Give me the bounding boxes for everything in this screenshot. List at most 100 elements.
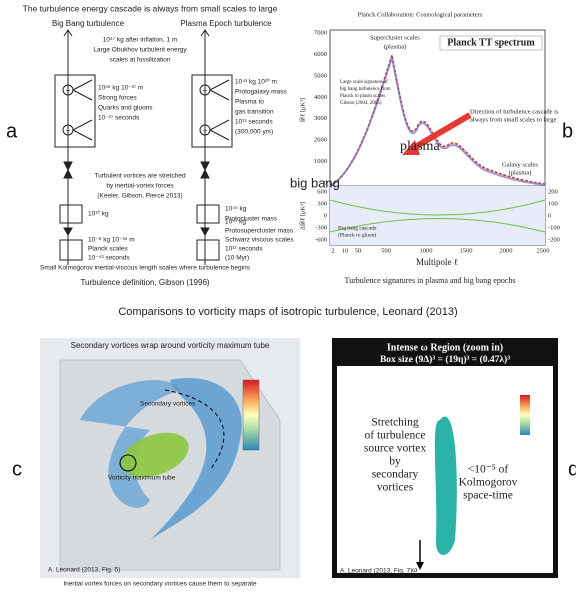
panel-title: Intense ω Region (zoom in)	[387, 342, 503, 353]
text-line: Plasma to	[235, 99, 264, 106]
text-line: (300,000 yrs)	[235, 129, 273, 136]
text-line: (Keeler, Gibson, Pierce 2013)	[97, 193, 182, 200]
symbol: −	[203, 126, 208, 135]
colorbar	[242, 379, 260, 451]
text-line: Kolmogorov	[459, 477, 518, 489]
text-line: 10⁴⁷ kg	[225, 219, 246, 226]
panel-d: Intense ω Region (zoom in) Box size (9Δ)…	[332, 338, 558, 578]
column-header: Plasma Epoch turbulence	[180, 19, 272, 28]
x-tick-label: 1000	[420, 247, 433, 254]
y-axis-label: Δ𝒟ℓ [μK²]	[299, 202, 306, 231]
text-line: 10¹³ seconds	[235, 119, 273, 126]
text-line: 10⁻⁸ kg 10⁻³⁵ m	[88, 237, 135, 244]
text-line: always from small scales to large	[470, 116, 556, 123]
arrow-head	[402, 140, 420, 155]
text-line: 10⁻⁴³ seconds	[88, 255, 130, 262]
arrow	[408, 112, 472, 153]
text-line: Planck to plasm scales	[340, 94, 385, 99]
x-tick-label: 500	[381, 247, 391, 254]
y-tick-label: 0	[324, 179, 327, 186]
credit: A. Leonard (2013, Fig. 7)	[340, 568, 412, 575]
panel-header: Planck Collaboration: Cosmological param…	[358, 11, 483, 18]
text-line: Direction of turbulence cascade is	[470, 108, 559, 115]
annotation: Vorticity maximum tube	[108, 475, 176, 482]
text-line: Protogalaxy mass	[235, 89, 287, 96]
y-tick-label: 4000	[314, 94, 327, 101]
spectrum-title: Planck TT spectrum	[447, 37, 535, 48]
y-tick-label: 0	[548, 212, 551, 219]
annotation: big bang	[290, 175, 340, 190]
x-tick-label: 1500	[460, 247, 473, 254]
y-tick-label: -600	[315, 236, 327, 243]
arrow	[164, 389, 225, 471]
text-line: Large scale signature of	[340, 80, 388, 85]
y-tick-label: 600	[317, 188, 327, 195]
residual-area	[330, 186, 545, 245]
text-line: Protosupercluster mass	[225, 228, 294, 235]
text-line: secondary	[372, 469, 419, 481]
x-tick-label: 10	[342, 247, 349, 254]
text-line: 10⁻²⁷ seconds	[98, 115, 140, 122]
text-line: by inertial-vortex forces	[106, 183, 174, 190]
title-box	[439, 35, 543, 51]
panel-a: The turbulence energy cascade is always …	[23, 3, 295, 287]
y-tick-label: 3000	[314, 115, 327, 122]
y-tick-label: 6000	[314, 51, 327, 58]
symbol: +	[66, 86, 71, 95]
y-tick-label: 0	[324, 212, 327, 219]
text-line: Schwarz viscous scales	[225, 237, 294, 244]
footer: Small Kolmogorov inertial-viscous length…	[40, 265, 251, 272]
caption: Turbulence signatures in plasma and big …	[344, 276, 515, 285]
text-line: Large Obukhov turbulent energy	[93, 47, 187, 54]
y-tick-label: 300	[317, 200, 327, 207]
text-line: Galaxy scales	[502, 161, 538, 168]
symbol: ω	[412, 565, 417, 574]
symbol: −	[66, 126, 71, 135]
text-group: 10⁶⁷ kg after inflation, 1 m Large Obukho…	[40, 37, 294, 287]
panel-label: b	[562, 120, 573, 142]
y-tick-label: -200	[548, 236, 560, 243]
text-line: space-time	[463, 490, 513, 502]
vortex-tube	[434, 416, 457, 555]
y-tick-label: 200	[548, 188, 558, 195]
x-axis-label: Multipole ℓ	[416, 257, 458, 267]
text-line: by	[389, 456, 401, 468]
spectrum-curve	[329, 52, 546, 187]
text-line: Planck scales	[88, 246, 128, 253]
panel-label: a	[6, 120, 18, 142]
colorbar	[520, 395, 530, 435]
y-tick-label: 2000	[314, 137, 327, 144]
text-line: 10¹² seconds	[225, 246, 263, 253]
panel-title: The turbulence energy cascade is always …	[23, 3, 278, 13]
panel-label: c	[12, 458, 22, 480]
text-line: gas transition	[235, 109, 274, 116]
text-line: (Planck to gluon)	[338, 231, 376, 238]
x-tick-label: 2000	[500, 247, 513, 254]
text-line: 10⁶⁷ kg after inflation, 1 m	[103, 37, 177, 44]
data-band	[329, 54, 546, 187]
text-line: scales at fossilization	[109, 57, 170, 64]
text-line: Stretching	[371, 417, 419, 429]
text-line: vortices	[377, 482, 414, 494]
text-line: 10¹⁰ kg	[88, 210, 109, 218]
symbol: +	[203, 86, 208, 95]
diagram-lines	[54, 29, 233, 265]
y-tick-label: 7000	[314, 29, 327, 36]
y-tick-label: 1000	[314, 158, 327, 165]
text-line: <10⁻⁵ of	[468, 464, 509, 476]
text-line: source vortex	[364, 443, 427, 455]
x-tick-label: 50	[355, 247, 362, 254]
vortex-surface	[150, 378, 242, 540]
caption: Inertial vortex forces on secondary vort…	[63, 581, 257, 588]
text-line: Big bang cascade	[338, 225, 377, 231]
y-axis-label: 𝒟ℓ [μK²]	[299, 98, 306, 122]
text-line: Strong forces	[98, 95, 137, 102]
vortex-symbol	[119, 454, 137, 472]
column-header: Big Bang turbulence	[52, 19, 125, 28]
vortex-surface	[80, 380, 180, 508]
text-line: of turbulence	[365, 430, 426, 442]
text-line: Protocluster mass	[225, 216, 278, 223]
y-tick-label: 100	[548, 200, 558, 207]
panel-c: Secondary vortices wrap around vorticity…	[40, 338, 300, 588]
